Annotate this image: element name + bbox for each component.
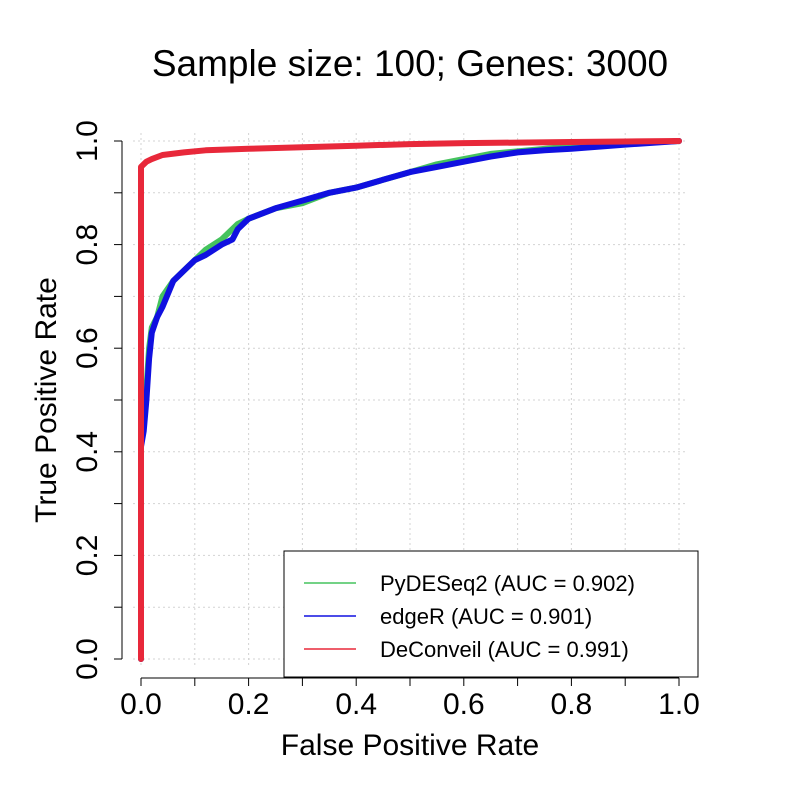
axes xyxy=(114,140,680,686)
x-tick-label: 0.6 xyxy=(443,688,485,721)
legend: PyDESeq2 (AUC = 0.902) edgeR (AUC = 0.901… xyxy=(283,550,699,678)
y-tick-label: 0.2 xyxy=(71,535,104,577)
y-axis-label: True Positive Rate xyxy=(30,277,63,523)
legend-box xyxy=(283,550,699,678)
series-line-1 xyxy=(138,138,682,662)
x-tick-label: 0.2 xyxy=(228,688,270,721)
y-tick-label: 1.0 xyxy=(71,120,104,162)
y-tick-label: 0.4 xyxy=(71,431,104,473)
y-tick-label: 0.8 xyxy=(71,224,104,266)
x-tick-label: 0.8 xyxy=(551,688,593,721)
chart-title: Sample size: 100; Genes: 3000 xyxy=(152,43,668,84)
legend-entry: DeConveil (AUC = 0.991) xyxy=(380,637,629,662)
x-tick-label: 0.4 xyxy=(335,688,377,721)
legend-entry: edgeR (AUC = 0.901) xyxy=(380,604,592,629)
y-tick-label: 0.0 xyxy=(71,638,104,680)
y-tick-label: 0.6 xyxy=(71,327,104,369)
x-tick-label: 0.0 xyxy=(120,688,162,721)
legend-entry: PyDESeq2 (AUC = 0.902) xyxy=(380,571,635,596)
x-tick-label: 1.0 xyxy=(658,688,700,721)
series-line-2 xyxy=(138,138,682,662)
x-axis-label: False Positive Rate xyxy=(281,729,539,762)
series-layer xyxy=(138,138,682,662)
